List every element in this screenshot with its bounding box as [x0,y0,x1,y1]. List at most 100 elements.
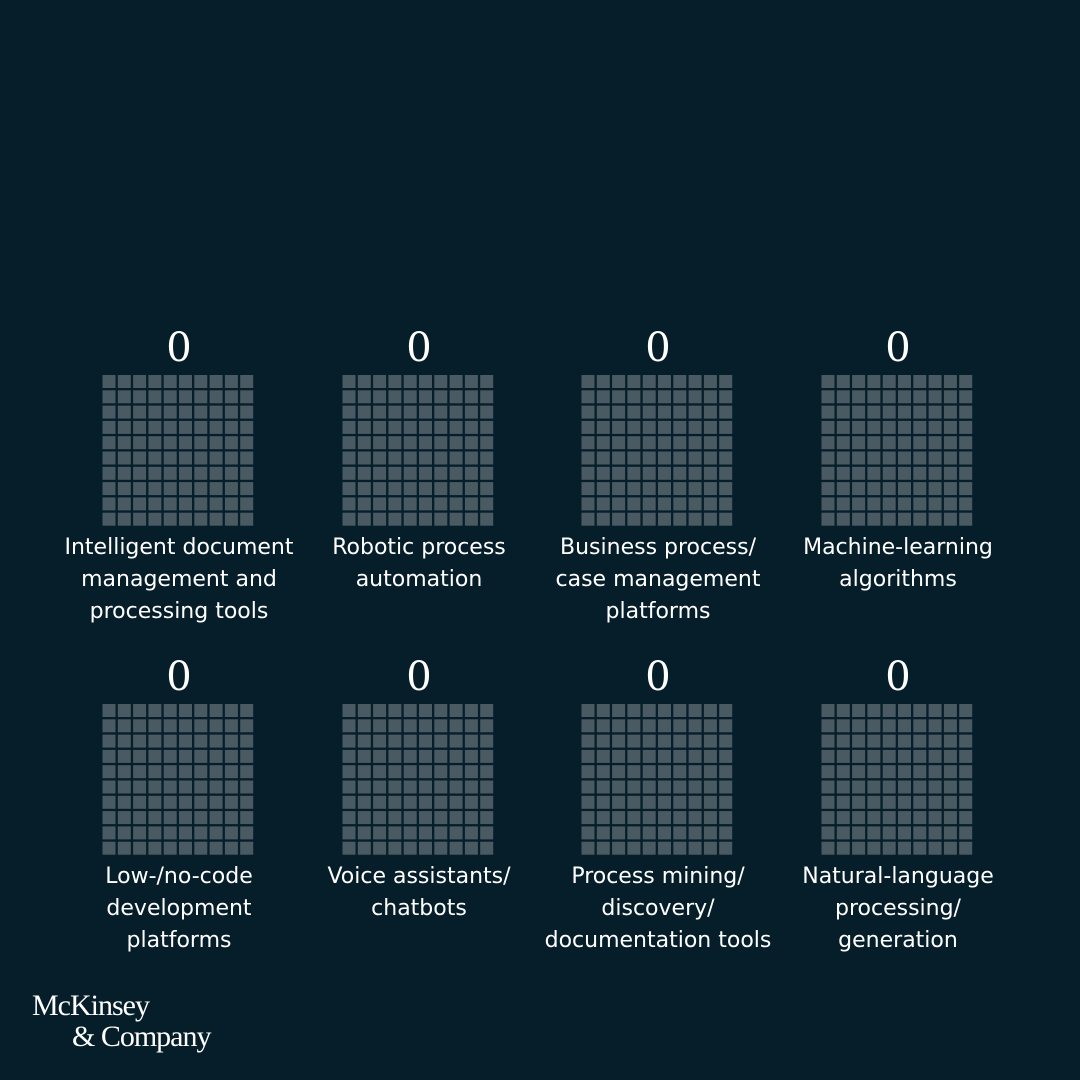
waffle-cell [209,765,223,779]
waffle-cell [419,436,432,450]
waffle-cell [449,795,463,809]
waffle-cell [403,405,417,419]
waffle-cell [913,734,927,748]
waffle-cell [836,497,850,511]
waffle-cell [581,749,595,763]
waffle-cell [117,780,131,794]
waffle-cell [464,719,478,733]
waffle-cell [163,436,177,450]
waffle-cell [719,734,733,748]
waffle-cell [480,734,494,748]
waffle-cell [882,466,896,480]
waffle-cell [388,497,402,511]
waffle-cell [658,826,671,840]
waffle-cell [224,375,238,388]
waffle-cell [867,390,881,404]
waffle-cell [373,405,387,419]
waffle-cell [943,719,957,733]
waffle-cell [464,512,478,526]
waffle-cell [867,841,881,855]
waffle-cell [388,704,402,717]
waffle-cell [658,375,671,388]
waffle-cell [449,704,463,717]
waffle-cell [688,375,702,388]
value-label: 0 [645,654,670,700]
waffle-cell [703,719,717,733]
waffle-cell [102,451,116,465]
waffle-cell [867,811,881,825]
waffle-cell [688,765,702,779]
waffle-cell [627,390,641,404]
waffle-cell [642,795,656,809]
category-label: Machine-learning algorithms [803,535,993,592]
waffle-cell [703,795,717,809]
waffle-cell [403,719,417,733]
waffle-cell [627,704,641,717]
waffle-cell [464,420,478,434]
waffle-cell [117,420,131,434]
waffle-cell [959,780,973,794]
waffle-cell [163,466,177,480]
waffle-cell [163,420,177,434]
waffle-cell [852,826,866,840]
waffle-cell [928,719,942,733]
waffle-cell [703,497,717,511]
waffle-cell [836,512,850,526]
waffle-cell [133,451,147,465]
waffle-cell [419,451,432,465]
waffle-cell [434,390,448,404]
waffle-cell [658,811,671,825]
waffle-cell [882,451,896,465]
waffle-cell [179,420,192,434]
waffle-cell [898,451,911,465]
waffle-cell [240,811,254,825]
waffle-cell [581,841,595,855]
waffle-cell [673,780,687,794]
waffle-cell [224,795,238,809]
waffle-cell [403,811,417,825]
waffle-cell [133,795,147,809]
waffle-cell [342,497,356,511]
waffle-cell [821,390,835,404]
waffle-cell [209,734,223,748]
waffle-cell [480,749,494,763]
waffle-cell [943,420,957,434]
waffle-cell [240,451,254,465]
waffle-cell [959,749,973,763]
waffle-cell [357,765,371,779]
waffle-cell [148,451,162,465]
waffle-cell [898,765,911,779]
waffle-cell [642,841,656,855]
waffle-cell [357,390,371,404]
waffle-cell [882,841,896,855]
waffle-cell [943,841,957,855]
waffle-cell [836,451,850,465]
waffle-cell [179,765,192,779]
waffle-cell [898,841,911,855]
waffle-cell [357,466,371,480]
waffle-cell [209,497,223,511]
waffle-cell [449,375,463,388]
waffle-cell [388,795,402,809]
waffle-cell [342,512,356,526]
waffle-cell [449,734,463,748]
waffle-cell [148,795,162,809]
waffle-cell [163,512,177,526]
waffle-cell [898,375,911,388]
waffle-cell [627,451,641,465]
waffle-cell [357,826,371,840]
waffle-cell [627,497,641,511]
waffle-cell [596,704,610,717]
waffle-cell [882,826,896,840]
waffle-cell [240,375,254,388]
waffle-cell [959,405,973,419]
waffle-cell [434,451,448,465]
waffle-cell [581,405,595,419]
value-label: 0 [166,654,191,700]
waffle-cell [867,734,881,748]
waffle-cell [209,390,223,404]
waffle-cell [852,436,866,450]
waffle-cell [642,704,656,717]
waffle-cell [434,497,448,511]
waffle-cell [357,436,371,450]
